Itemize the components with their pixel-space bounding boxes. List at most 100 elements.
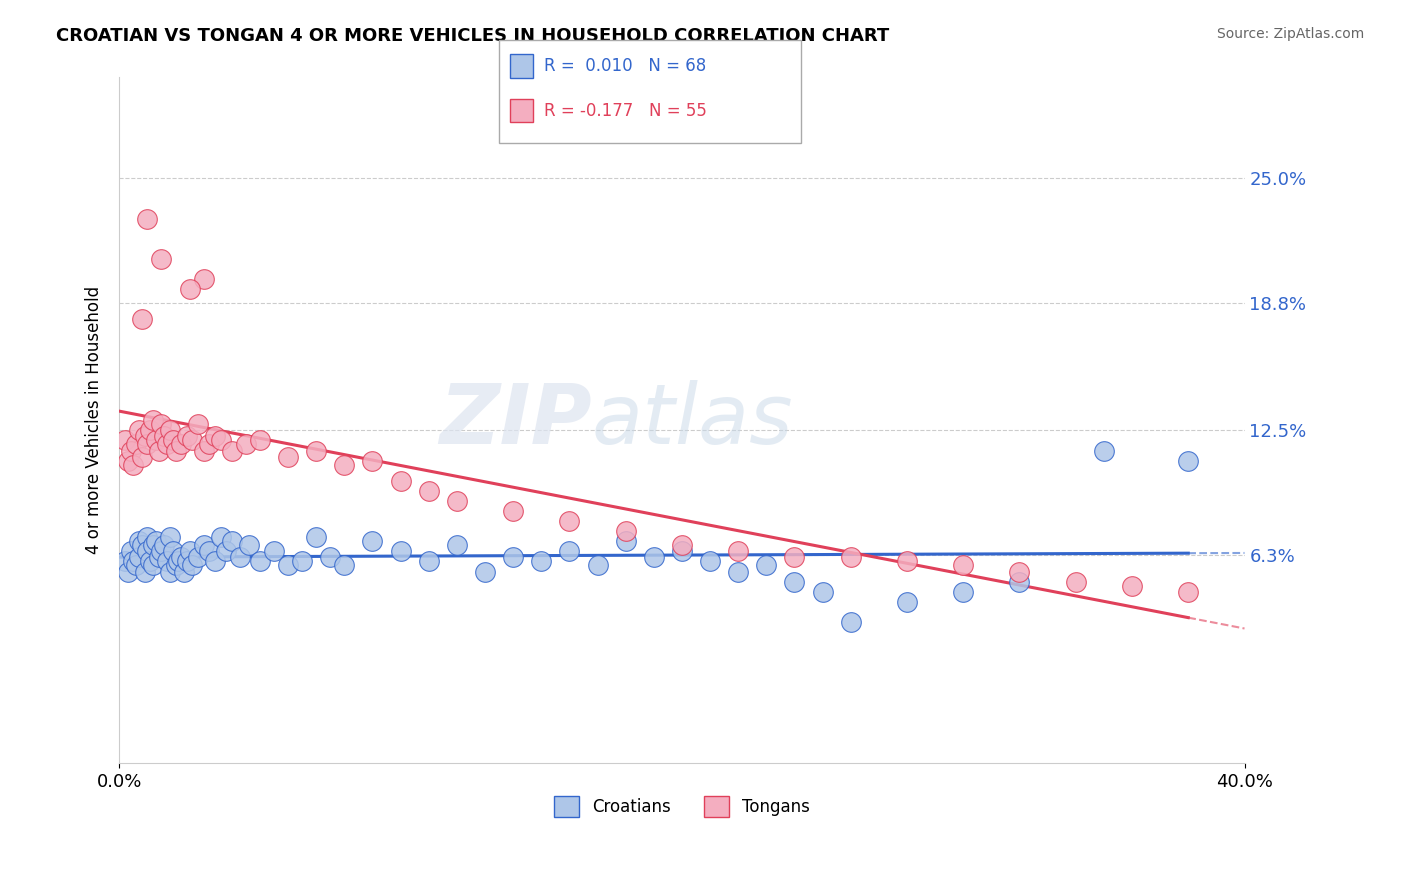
Point <box>221 443 243 458</box>
Point <box>131 450 153 464</box>
Point <box>446 538 468 552</box>
Point <box>249 434 271 448</box>
Point <box>134 565 156 579</box>
Legend: Croatians, Tongans: Croatians, Tongans <box>547 789 817 823</box>
Point <box>952 584 974 599</box>
Text: R =  0.010   N = 68: R = 0.010 N = 68 <box>544 57 706 75</box>
Point <box>389 544 412 558</box>
Point <box>1008 565 1031 579</box>
Point <box>131 312 153 326</box>
Point <box>215 544 238 558</box>
Point <box>783 550 806 565</box>
Point <box>153 538 176 552</box>
Point <box>156 554 179 568</box>
Point <box>142 558 165 573</box>
Point <box>530 554 553 568</box>
Point <box>142 413 165 427</box>
Point <box>558 544 581 558</box>
Point <box>238 538 260 552</box>
Point <box>1121 579 1143 593</box>
Point <box>319 550 342 565</box>
Point <box>114 434 136 448</box>
Point <box>614 524 637 539</box>
Point <box>114 554 136 568</box>
Point <box>136 530 159 544</box>
Point <box>162 544 184 558</box>
Point <box>145 534 167 549</box>
Point <box>671 538 693 552</box>
Point <box>153 429 176 443</box>
Point <box>156 437 179 451</box>
Point <box>952 558 974 573</box>
Point <box>389 474 412 488</box>
Point <box>1092 443 1115 458</box>
Point <box>170 437 193 451</box>
Point <box>128 534 150 549</box>
Point <box>839 615 862 629</box>
Point <box>159 423 181 437</box>
Point <box>136 544 159 558</box>
Point <box>614 534 637 549</box>
Point <box>179 544 201 558</box>
Point <box>139 554 162 568</box>
Point <box>125 558 148 573</box>
Point <box>117 565 139 579</box>
Point <box>1064 574 1087 589</box>
Point <box>150 544 173 558</box>
Point <box>193 272 215 286</box>
Point <box>305 530 328 544</box>
Point <box>277 450 299 464</box>
Point <box>811 584 834 599</box>
Text: R = -0.177   N = 55: R = -0.177 N = 55 <box>544 102 707 120</box>
Point <box>136 211 159 226</box>
Point <box>291 554 314 568</box>
Point <box>727 565 749 579</box>
Point <box>134 429 156 443</box>
Point <box>165 443 187 458</box>
Point <box>148 550 170 565</box>
Point <box>193 538 215 552</box>
Point <box>1008 574 1031 589</box>
Point <box>159 565 181 579</box>
Point <box>136 437 159 451</box>
Point <box>139 423 162 437</box>
Point <box>277 558 299 573</box>
Point <box>150 417 173 432</box>
Point <box>193 443 215 458</box>
Text: CROATIAN VS TONGAN 4 OR MORE VEHICLES IN HOUSEHOLD CORRELATION CHART: CROATIAN VS TONGAN 4 OR MORE VEHICLES IN… <box>56 27 890 45</box>
Point <box>755 558 778 573</box>
Point <box>305 443 328 458</box>
Point <box>361 534 384 549</box>
Point <box>120 544 142 558</box>
Point <box>181 558 204 573</box>
Point <box>783 574 806 589</box>
Point <box>502 550 524 565</box>
Point <box>418 483 440 498</box>
Point <box>671 544 693 558</box>
Point <box>229 550 252 565</box>
Point <box>558 514 581 528</box>
Point <box>727 544 749 558</box>
Point <box>839 550 862 565</box>
Point <box>198 544 221 558</box>
Point <box>159 530 181 544</box>
Point <box>150 252 173 266</box>
Point <box>1177 584 1199 599</box>
Point <box>117 453 139 467</box>
Point <box>333 558 356 573</box>
Point <box>187 417 209 432</box>
Point <box>474 565 496 579</box>
Point <box>181 434 204 448</box>
Point <box>361 453 384 467</box>
Point <box>176 429 198 443</box>
Point <box>128 423 150 437</box>
Point <box>148 443 170 458</box>
Point <box>235 437 257 451</box>
Point <box>165 558 187 573</box>
Point <box>198 437 221 451</box>
Point <box>167 554 190 568</box>
Y-axis label: 4 or more Vehicles in Household: 4 or more Vehicles in Household <box>86 286 103 554</box>
Point <box>418 554 440 568</box>
Point <box>120 443 142 458</box>
Point <box>643 550 665 565</box>
